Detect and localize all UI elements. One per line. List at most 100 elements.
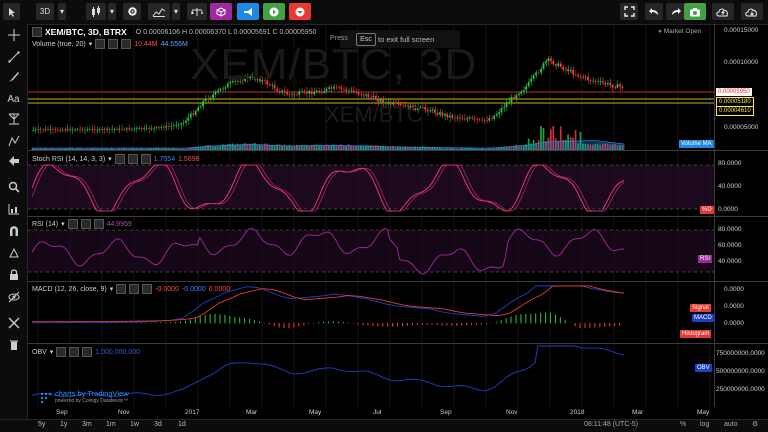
close-icon[interactable] — [121, 39, 131, 49]
compare-icon[interactable] — [187, 3, 207, 20]
measure-icon[interactable] — [6, 202, 21, 216]
dropdown-down-icon[interactable] — [289, 3, 311, 20]
macd-histogram-bar — [432, 323, 433, 325]
indicators-icon[interactable] — [148, 3, 170, 20]
eye-icon[interactable] — [95, 39, 105, 49]
volume-label[interactable]: Volume (true, 20) — [32, 41, 86, 48]
chart-type-dropdown-icon[interactable]: ▾ — [108, 3, 116, 20]
crosshair-icon[interactable] — [6, 28, 21, 42]
candle — [604, 83, 606, 84]
macd-histogram-bar — [427, 323, 428, 325]
candle — [207, 98, 209, 99]
stay-drawing-icon[interactable] — [6, 246, 21, 260]
settings-icon[interactable] — [69, 347, 79, 357]
macd-histogram-bar — [535, 313, 536, 323]
eye-icon[interactable] — [116, 284, 126, 294]
close-icon[interactable] — [142, 284, 152, 294]
period-1m[interactable]: 1m — [106, 421, 116, 428]
pattern-icon[interactable] — [6, 134, 21, 148]
period-1d[interactable]: 1d — [178, 421, 186, 428]
settings-icon[interactable] — [108, 39, 118, 49]
hide-drawings-icon[interactable] — [6, 290, 21, 304]
candle — [424, 107, 426, 109]
macd-histogram-bar — [274, 323, 275, 326]
period-1w[interactable]: 1w — [130, 421, 139, 428]
eye-icon[interactable] — [56, 347, 66, 357]
macd-label[interactable]: MACD (12, 26, close, 9) — [32, 286, 107, 293]
trash-icon[interactable] — [6, 338, 21, 352]
macd-histogram-bar — [141, 323, 142, 324]
rsi-label[interactable]: RSI (14) — [32, 221, 58, 228]
stoch-label[interactable]: Stoch RSI (14, 14, 3, 3) — [32, 156, 105, 163]
pitchfork-icon[interactable] — [6, 112, 21, 126]
interval-dropdown-icon[interactable]: ▾ — [58, 3, 66, 20]
settings-icon[interactable] — [81, 219, 91, 229]
cursor-icon[interactable] — [3, 3, 20, 20]
candle — [279, 91, 281, 93]
pane-separator[interactable] — [28, 343, 768, 344]
percent-toggle[interactable]: % — [680, 421, 686, 428]
brand-sub: powered by Coinigy Datafeeds™ — [55, 398, 129, 404]
log-toggle[interactable]: log — [700, 421, 709, 428]
settings-icon[interactable] — [128, 154, 138, 164]
pane-separator[interactable] — [28, 150, 768, 151]
obv-label[interactable]: OBV — [32, 349, 47, 356]
candle — [185, 121, 187, 123]
camera-icon[interactable] — [684, 3, 706, 20]
trendline-icon[interactable] — [6, 50, 21, 64]
forward-icon[interactable] — [263, 3, 285, 20]
remove-tools-icon[interactable] — [6, 316, 21, 330]
close-icon[interactable] — [82, 347, 92, 357]
undo-icon[interactable] — [645, 3, 663, 20]
macd-histogram-bar — [264, 323, 265, 324]
symbol-title[interactable]: XEM/BTC, 3D, BTRX — [45, 27, 127, 37]
pane-separator[interactable] — [28, 216, 768, 217]
period-1y[interactable]: 1y — [60, 421, 67, 428]
time-tick: Sep — [56, 409, 68, 416]
arrow-left-icon[interactable] — [6, 154, 21, 168]
zoom-icon[interactable] — [6, 180, 21, 194]
cloud-download-icon[interactable] — [741, 3, 763, 20]
tradingview-brand[interactable]: charts by TradingView powered by Coinigy… — [38, 389, 129, 404]
settings-icon[interactable] — [129, 284, 139, 294]
cube-icon[interactable] — [210, 3, 232, 20]
redo-icon[interactable] — [666, 3, 684, 20]
period-3d[interactable]: 3d — [154, 421, 162, 428]
eye-icon[interactable] — [68, 219, 78, 229]
candle — [432, 109, 434, 110]
candle — [116, 129, 118, 130]
candles-icon[interactable] — [86, 3, 106, 20]
text-tool-icon[interactable]: Aa — [6, 92, 21, 106]
macd-histogram-bar — [249, 319, 250, 324]
collapse-icon[interactable] — [32, 27, 42, 37]
close-icon[interactable] — [141, 154, 151, 164]
macd-histogram-bar — [293, 323, 294, 328]
candle — [501, 108, 503, 112]
macd-histogram-bar — [609, 323, 610, 326]
cloud-upload-icon[interactable] — [712, 3, 734, 20]
close-icon[interactable] — [94, 219, 104, 229]
macd-histogram-bar — [303, 323, 304, 325]
brush-icon[interactable] — [6, 70, 21, 84]
settings-icon[interactable]: ⚙ — [752, 420, 758, 428]
megaphone-icon[interactable] — [237, 3, 259, 20]
fullscreen-icon[interactable] — [620, 3, 638, 20]
candle — [163, 127, 165, 128]
indicators-dropdown-icon[interactable]: ▾ — [172, 3, 180, 20]
candle — [614, 87, 616, 88]
pane-separator[interactable] — [28, 281, 768, 282]
magnet-icon[interactable] — [6, 224, 21, 238]
lock-icon[interactable] — [6, 268, 21, 282]
candle — [91, 129, 93, 130]
period-5y[interactable]: 5y — [38, 421, 45, 428]
candle — [205, 98, 207, 101]
interval-button[interactable]: 3D — [36, 3, 54, 20]
time-tick: Mar — [246, 409, 257, 416]
period-3m[interactable]: 3m — [82, 421, 92, 428]
eye-icon[interactable] — [115, 154, 125, 164]
candle — [158, 127, 160, 128]
auto-toggle[interactable]: auto — [724, 421, 738, 428]
candle — [360, 94, 362, 95]
gear-icon[interactable] — [123, 3, 141, 20]
